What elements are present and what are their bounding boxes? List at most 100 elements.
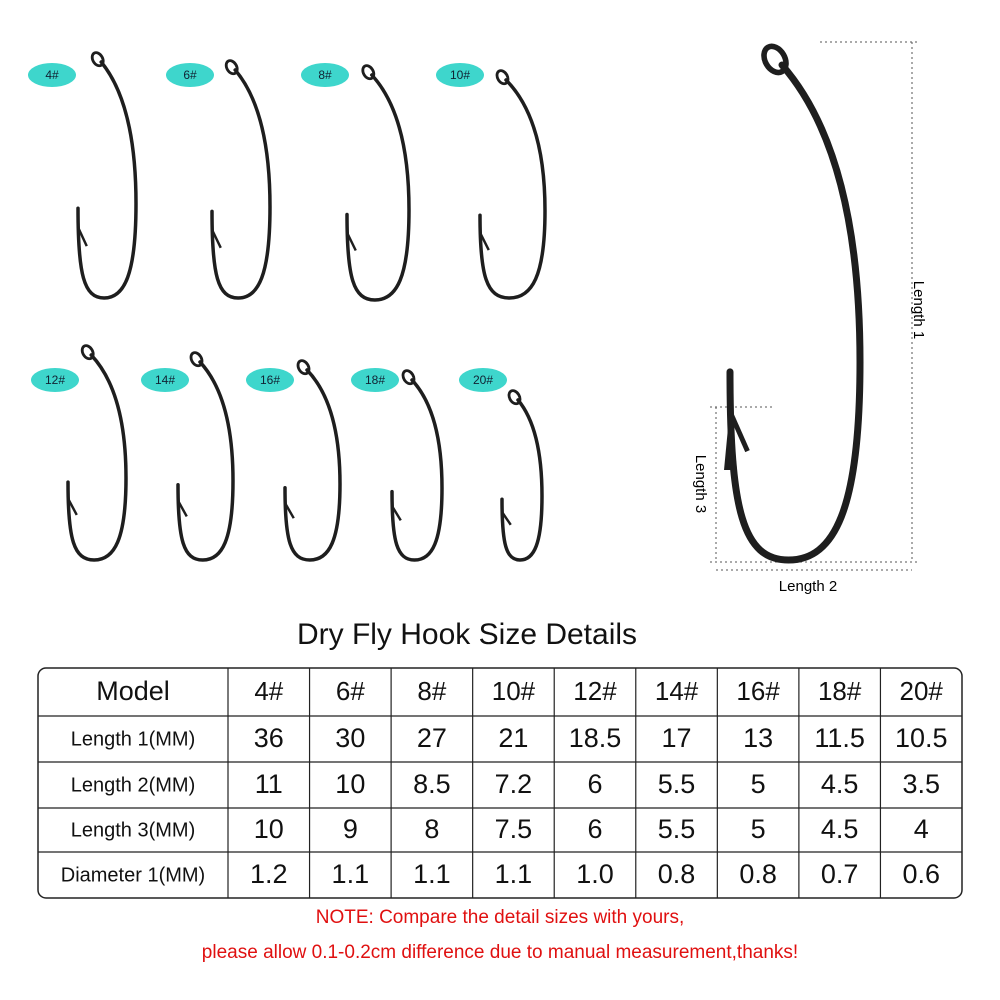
table-cell: 10 [254, 814, 284, 844]
table-cell: 4 [914, 814, 929, 844]
size-badge [436, 63, 484, 87]
hook-barb [390, 505, 402, 522]
hook-barb [478, 232, 490, 251]
table-cell: 5 [751, 769, 766, 799]
table-cell: 18# [818, 676, 862, 706]
table-cell: 14# [655, 676, 699, 706]
table-cell: 16# [736, 676, 780, 706]
hook-barb [176, 500, 188, 518]
hook-eye [224, 59, 239, 76]
table-cell: 6 [587, 769, 602, 799]
row-label: Length 1(MM) [71, 728, 196, 750]
size-badge [28, 63, 76, 87]
size-badge [166, 63, 214, 87]
size-label: 20# [473, 373, 493, 387]
table-cell: 6# [336, 676, 365, 706]
length-3-label: Length 3 [692, 455, 709, 513]
size-label: 10# [450, 68, 470, 82]
hook-eye [761, 43, 789, 76]
hook-eye [189, 351, 204, 368]
hook [390, 378, 444, 562]
size-badge [246, 368, 294, 392]
hook [345, 73, 411, 302]
table-cell: 30 [335, 723, 365, 753]
table-cell: 1.1 [495, 859, 533, 889]
length-1-label: Length 1 [910, 281, 927, 339]
hook-barb [76, 226, 88, 247]
hook-barb [66, 497, 78, 516]
size-label: 8# [318, 68, 332, 82]
table-cell: 9 [343, 814, 358, 844]
hook [176, 360, 235, 562]
hook-barb [500, 511, 512, 526]
hook [76, 60, 138, 300]
table-frame [37, 667, 963, 899]
table-cell: 5 [751, 814, 766, 844]
row-label: Length 2(MM) [71, 774, 196, 796]
hook-point [724, 407, 737, 470]
size-badge [141, 368, 189, 392]
hook-eye [495, 69, 510, 86]
table-cell: 7.2 [495, 769, 533, 799]
size-badge [31, 368, 79, 392]
table-cell: 5.5 [658, 769, 696, 799]
table-cell: 21 [498, 723, 528, 753]
table-cell: 1.1 [332, 859, 370, 889]
size-label: 12# [45, 373, 65, 387]
table-cell: 17 [662, 723, 692, 753]
table-cell: 4.5 [821, 769, 859, 799]
table-cell: 18.5 [569, 723, 622, 753]
table-cell: 7.5 [495, 814, 533, 844]
table-cell: 4# [254, 676, 283, 706]
hook-barb [727, 410, 750, 453]
size-badge [459, 368, 507, 392]
table-cell: 1.0 [576, 859, 614, 889]
table-cell: 10 [335, 769, 365, 799]
hook [478, 78, 547, 300]
table-cell: 10# [492, 676, 536, 706]
row-label: Diameter 1(MM) [61, 864, 205, 886]
table-cell: 1.2 [250, 859, 288, 889]
table-cell: 12# [573, 676, 617, 706]
hook-eye [361, 64, 376, 81]
row-label: Model [96, 676, 170, 706]
hook [500, 398, 544, 562]
length-2-label: Length 2 [779, 578, 837, 595]
table-cell: 5.5 [658, 814, 696, 844]
hook [283, 368, 342, 562]
size-label: 18# [365, 373, 385, 387]
table-cell: 13 [743, 723, 773, 753]
hook-barb [345, 231, 357, 252]
size-badge [351, 368, 399, 392]
hook-eye [296, 359, 311, 376]
table-cell: 36 [254, 723, 284, 753]
hook-barb [210, 229, 222, 249]
table-cell: 11.5 [814, 723, 865, 753]
table-cell: 3.5 [902, 769, 940, 799]
dimension-guides [710, 41, 918, 571]
table-cell: 4.5 [821, 814, 859, 844]
table-cell: 0.8 [739, 859, 777, 889]
hook [726, 61, 864, 564]
table-cell: 1.1 [413, 859, 451, 889]
table-cell: 27 [417, 723, 447, 753]
hook [66, 353, 128, 562]
size-label: 6# [183, 68, 197, 82]
hook-eye [507, 389, 522, 406]
size-label: 16# [260, 373, 280, 387]
table-cell: 8# [417, 676, 446, 706]
size-label: 4# [45, 68, 59, 82]
hook-eye [401, 369, 416, 386]
table-cell: 0.8 [658, 859, 696, 889]
table-cell: 20# [900, 676, 944, 706]
table-cell: 8.5 [413, 769, 451, 799]
title: Dry Fly Hook Size Details [297, 618, 637, 651]
note-line-2: please allow 0.1-0.2cm difference due to… [202, 942, 798, 963]
hook-eye [80, 344, 95, 361]
hook [210, 68, 272, 300]
table-cell: 8 [424, 814, 439, 844]
table-cell: 10.5 [895, 723, 948, 753]
hook-eye [90, 51, 105, 68]
table-cell: 0.7 [821, 859, 859, 889]
